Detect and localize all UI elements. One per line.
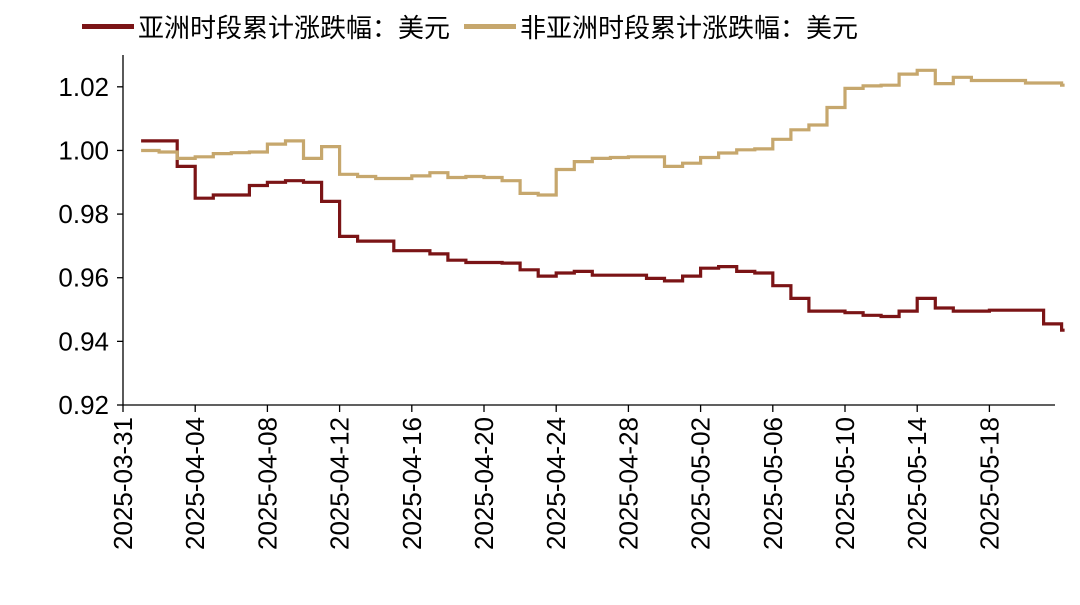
legend-item-asia: 亚洲时段累计涨跌幅：美元 <box>82 8 450 45</box>
x-tick-label-2: 2025-04-08 <box>252 417 282 550</box>
x-tick-label-1: 2025-04-04 <box>180 417 210 550</box>
x-tick-label-8: 2025-05-02 <box>686 417 716 550</box>
legend-swatch-non-asia <box>464 24 517 29</box>
legend-swatch-asia <box>82 24 134 29</box>
legend-label-non-asia: 非亚洲时段累计涨跌幅：美元 <box>520 14 859 44</box>
series-line-asia <box>141 139 1065 332</box>
x-tick-label-7: 2025-04-28 <box>613 417 643 550</box>
chart-axes: 0.92 0.94 0.96 0.98 1.00 1.02 2025-03-31 2025-0… <box>58 55 1055 550</box>
y-tick-label-2: 0.96 <box>58 263 109 293</box>
x-tick-label-5: 2025-04-20 <box>469 417 499 550</box>
y-tick-label-3: 0.98 <box>58 199 109 229</box>
y-tick-label-1: 0.94 <box>58 326 109 356</box>
y-tick-label-4: 1.00 <box>58 135 109 165</box>
x-tick-label-11: 2025-05-14 <box>902 417 932 550</box>
chart-series-layer <box>141 68 1065 332</box>
y-tick-label-0: 0.92 <box>58 390 109 420</box>
legend-label-asia: 亚洲时段累计涨跌幅：美元 <box>138 14 451 44</box>
legend-item-non-asia: 非亚洲时段累计涨跌幅：美元 <box>464 8 858 45</box>
y-tick-label-5: 1.02 <box>58 72 109 102</box>
x-tick-label-10: 2025-05-10 <box>830 417 860 550</box>
x-tick-label-9: 2025-05-06 <box>758 417 788 550</box>
x-tick-label-12: 2025-05-18 <box>974 417 1004 550</box>
chart-legend: 亚洲时段累计涨跌幅：美元 非亚洲时段累计涨跌幅：美元 <box>82 8 872 45</box>
series-line-non-asia <box>141 68 1065 197</box>
x-tick-label-0: 2025-03-31 <box>108 417 138 550</box>
x-tick-label-6: 2025-04-24 <box>541 417 571 550</box>
x-tick-label-3: 2025-04-12 <box>325 417 355 550</box>
x-tick-label-4: 2025-04-16 <box>397 417 427 550</box>
